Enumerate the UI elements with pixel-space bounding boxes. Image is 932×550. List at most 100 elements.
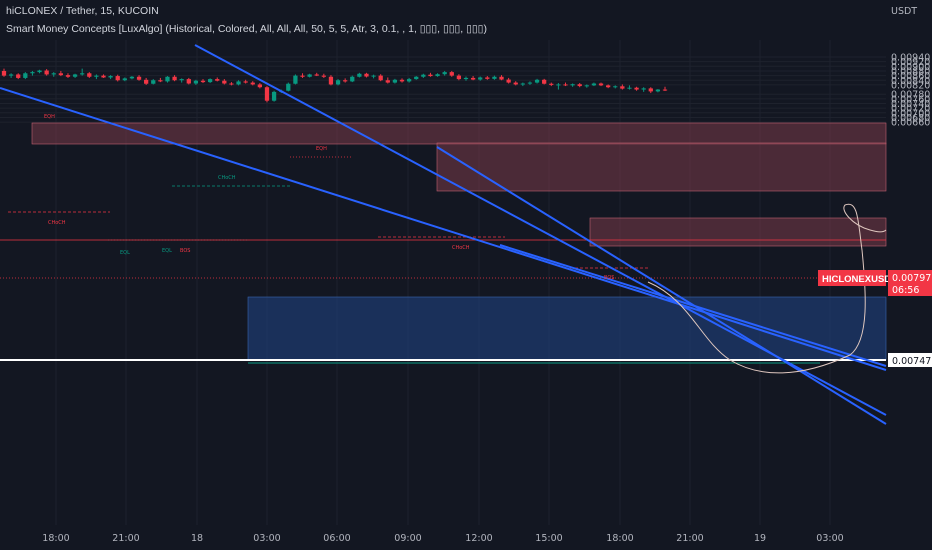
level-tag-text: 0.00747 [892, 356, 931, 367]
candle-body [94, 75, 99, 77]
candle [200, 79, 206, 84]
candle-body [215, 79, 220, 81]
candle-body [421, 74, 426, 77]
label-choch-2: CHoCH [218, 175, 236, 181]
order-block-zones [31, 122, 887, 361]
candle-body [648, 88, 653, 92]
price-axis-currency: USDT [891, 6, 917, 17]
candle [193, 79, 199, 85]
time-tick: 21:00 [676, 533, 703, 544]
candle [470, 76, 476, 81]
candle [406, 77, 412, 83]
candle [186, 77, 191, 85]
label-choch-1: CHoCH [48, 220, 66, 226]
candle-body [172, 76, 177, 81]
candle [65, 73, 71, 78]
candle-body [151, 80, 156, 84]
candle [16, 73, 21, 80]
trendline-1 [0, 87, 887, 371]
time-tick: 18:00 [606, 533, 633, 544]
candle [335, 79, 341, 86]
candle [549, 82, 554, 87]
candle [321, 73, 326, 78]
candle [23, 72, 28, 80]
candle-body [229, 83, 234, 85]
candle-body [378, 75, 383, 81]
candle [264, 86, 270, 103]
indicator-legend[interactable]: Smart Money Concepts [LuxAlgo] (Historic… [6, 23, 487, 35]
candle [179, 78, 184, 83]
candle [293, 74, 298, 85]
current-symbol: HICLONEXUSDT [822, 274, 897, 285]
supply-zone-lower [589, 217, 887, 247]
candle [577, 83, 582, 88]
candle-body [570, 84, 575, 86]
candle-body [271, 91, 277, 101]
time-tick: 06:00 [323, 533, 350, 544]
candle [94, 74, 99, 80]
chart-title[interactable]: hiCLONEX / Tether, 15, KUCOIN [6, 5, 159, 17]
candle [506, 77, 511, 84]
candle [371, 74, 376, 79]
candle [286, 82, 291, 92]
candle [598, 82, 604, 87]
candle [51, 72, 56, 77]
price-axis[interactable]: USDT 0.009400.009200.009000.008800.00860… [891, 6, 930, 129]
candle-body [613, 86, 618, 88]
candle-body [250, 82, 255, 85]
candle [499, 75, 504, 81]
candle [414, 76, 419, 80]
candle [44, 69, 49, 76]
candle-body [470, 77, 476, 80]
candle-body [136, 76, 142, 80]
candle-body [414, 76, 419, 80]
candle-body [442, 72, 447, 75]
candle-body [463, 77, 469, 80]
candle-body [328, 76, 334, 85]
candle [165, 76, 170, 83]
freehand-drawing[interactable] [647, 203, 887, 374]
price-tick: 0.00920 [891, 57, 930, 68]
candle [328, 75, 334, 86]
candle-body [264, 87, 270, 101]
time-tick: 21:00 [112, 533, 139, 544]
candle-body [364, 73, 369, 77]
candle [122, 77, 127, 82]
candle-body [65, 75, 71, 77]
candle-body [655, 89, 661, 92]
candle [343, 78, 348, 83]
candle [271, 90, 277, 102]
time-tick: 19 [754, 533, 766, 544]
label-eqh-1: EQH [44, 114, 55, 120]
candle-body [101, 75, 106, 78]
candle-body [534, 79, 540, 83]
candle [158, 77, 163, 83]
candle-body [392, 79, 398, 83]
candle-body [343, 80, 348, 82]
time-tick: 03:00 [253, 533, 280, 544]
candle-body [80, 73, 85, 75]
candle-body [307, 74, 312, 77]
candle-body [399, 79, 405, 82]
supply-zone-right [436, 142, 887, 192]
candle [648, 87, 653, 94]
time-axis[interactable]: 18:00 21:00 18 03:00 06:00 09:00 12:00 15:00 18:… [42, 533, 843, 544]
candle-body [456, 75, 462, 80]
candle [392, 78, 398, 84]
candle-body [30, 72, 35, 74]
candle [222, 79, 227, 85]
price-tick: 0.00760 [891, 94, 930, 105]
candle [243, 79, 248, 84]
candle [456, 74, 462, 81]
trend-lines[interactable] [0, 44, 887, 425]
candle-body [485, 77, 490, 79]
level-price-tag: 0.00747 [888, 353, 932, 367]
candle [8, 73, 14, 78]
candle-body [549, 83, 554, 85]
candle [428, 72, 433, 77]
time-tick: 18:00 [42, 533, 69, 544]
candle [207, 78, 213, 84]
candle [478, 76, 483, 81]
candle-body [300, 75, 305, 77]
